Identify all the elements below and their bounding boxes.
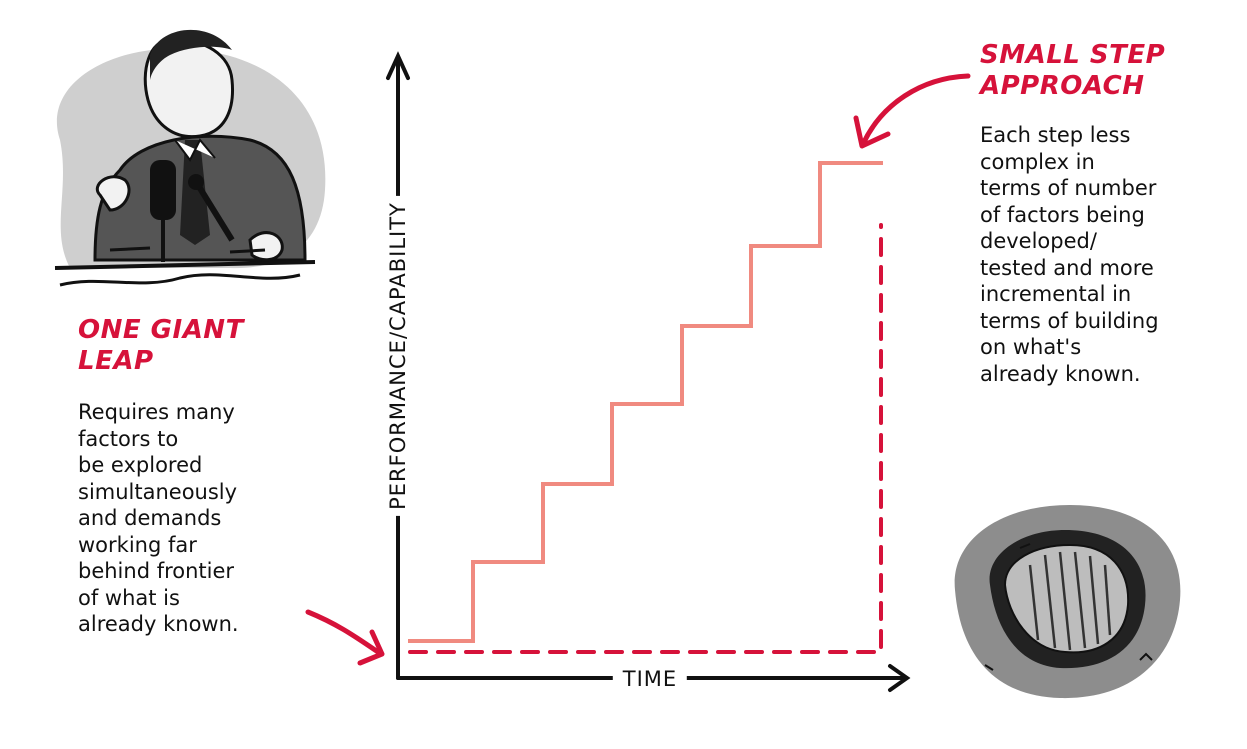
description-line: be explored xyxy=(78,453,203,477)
small-step-arrowhead xyxy=(853,115,891,149)
giant-leap-pointer-arrow xyxy=(305,609,381,655)
description-line: simultaneously xyxy=(78,479,238,504)
one-giant-leap-heading: ONE GIANT LEAP xyxy=(78,315,244,377)
heading-line: SMALL STEP xyxy=(980,40,1166,70)
description-line: Each step less xyxy=(980,123,1131,147)
small-step-approach-description: Each step less complex in terms of numbe… xyxy=(980,122,1159,387)
description-line: behind frontier xyxy=(78,559,235,583)
description-line: Requires many xyxy=(78,400,235,424)
heading-line: LEAP xyxy=(78,346,154,376)
description-line: complex in xyxy=(980,149,1095,174)
description-line: of what is xyxy=(78,585,180,610)
speaker-at-microphones-icon xyxy=(54,29,326,287)
description-line: developed/ xyxy=(980,229,1097,253)
y-axis-label: PERFORMANCE/CAPABILITY xyxy=(386,196,410,516)
giant-leap-arrowhead xyxy=(357,629,385,666)
heading-line: ONE GIANT xyxy=(78,315,244,345)
description-line: and demands xyxy=(78,506,222,530)
description-line: factors to xyxy=(78,426,179,451)
footprint-icon xyxy=(954,505,1181,699)
description-line: terms of building xyxy=(980,308,1159,333)
small-step-staircase xyxy=(408,161,883,643)
small-step-approach-heading: SMALL STEP APPROACH xyxy=(980,40,1165,102)
x-axis-label: TIME xyxy=(612,667,688,691)
giant-leap-dashed-path xyxy=(408,223,883,654)
description-line: already known. xyxy=(78,612,239,636)
description-line: of factors being xyxy=(980,202,1145,227)
description-line: incremental in xyxy=(980,282,1132,306)
heading-line: APPROACH xyxy=(980,71,1145,101)
description-line: tested and more xyxy=(980,255,1154,280)
description-line: terms of number xyxy=(980,176,1157,200)
description-line: already known. xyxy=(980,361,1141,386)
description-line: working far xyxy=(78,532,197,557)
small-step-pointer-arrow xyxy=(861,73,971,145)
one-giant-leap-description: Requires many factors to be explored sim… xyxy=(78,399,239,638)
description-line: on what's xyxy=(980,335,1082,359)
